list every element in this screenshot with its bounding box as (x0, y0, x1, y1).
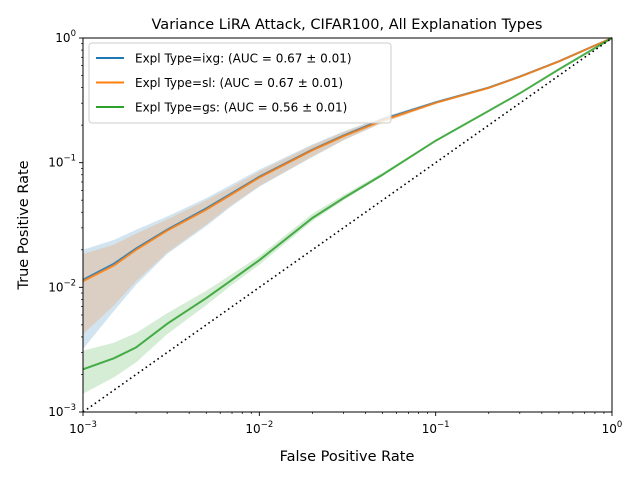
legend: Expl Type=ixg: (AUC = 0.67 ± 0.01) Expl T… (88, 42, 392, 124)
x-axis-label: False Positive Rate (280, 449, 415, 465)
chart-title: Variance LiRA Attack, CIFAR100, All Expl… (152, 17, 543, 33)
confidence-bands (83, 38, 612, 394)
plot-frame (82, 37, 613, 413)
band-series-3 (83, 38, 612, 394)
legend-label-2: Expl Type=sl: (AUC = 0.67 ± 0.01) (135, 76, 343, 90)
x-tick-label: 10−3 (69, 420, 97, 436)
line-series-2 (82, 37, 613, 283)
x-tick-label: 100 (602, 420, 623, 436)
legend-label-3: Expl Type=gs: (AUC = 0.56 ± 0.01) (135, 101, 347, 115)
y-axis-label: True Positive Rate (16, 160, 32, 290)
y-tick-label: 100 (55, 29, 76, 45)
line-series-3 (82, 37, 613, 371)
y-tick-label: 10−2 (48, 278, 76, 294)
series-lines (82, 37, 613, 371)
y-axis-ticks: 10−3 10−2 10−1 100 (48, 29, 83, 419)
x-tick-label: 10−1 (422, 420, 450, 436)
x-tick-label: 10−2 (245, 420, 273, 436)
x-axis-ticks: 10−3 10−2 10−1 100 (69, 412, 622, 436)
y-tick-label: 10−3 (48, 403, 76, 419)
legend-box (88, 42, 392, 124)
legend-label-1: Expl Type=ixg: (AUC = 0.67 ± 0.01) (135, 52, 352, 66)
y-tick-label: 10−1 (48, 154, 76, 170)
